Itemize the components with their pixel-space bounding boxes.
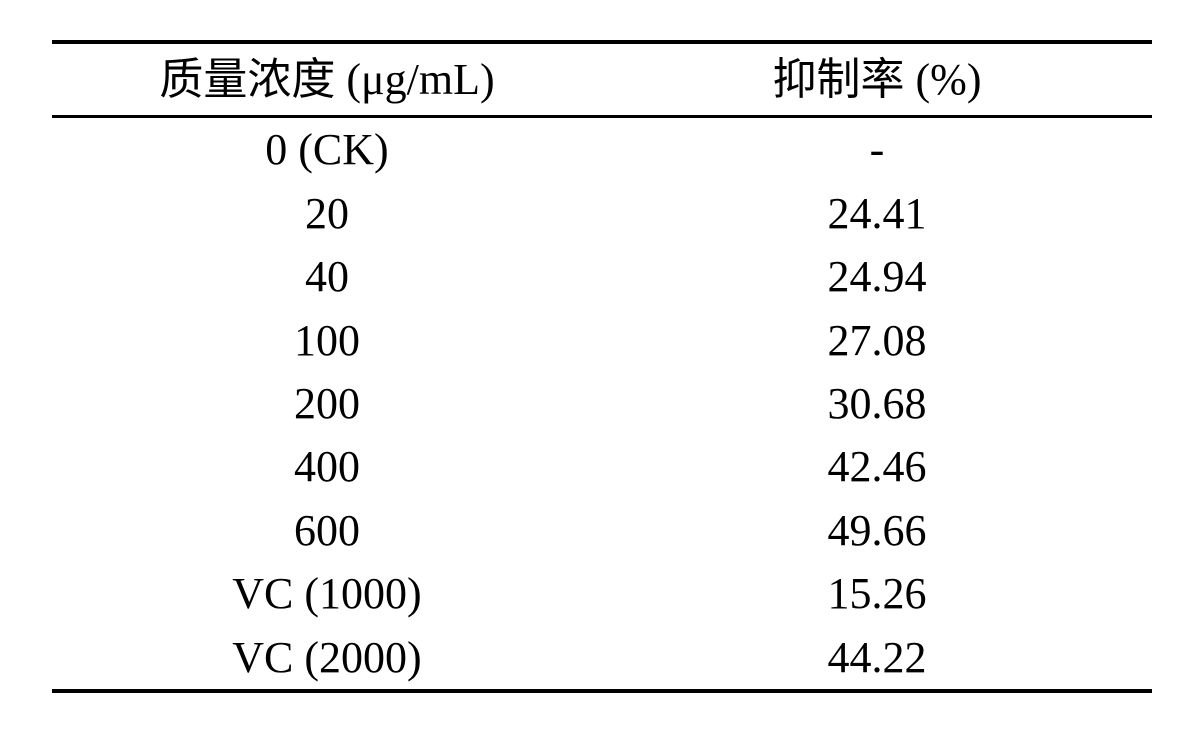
table-cell-concentration: VC (1000) bbox=[52, 562, 602, 625]
table-cell-concentration: 200 bbox=[52, 372, 602, 435]
table-cell-inhibition: 24.94 bbox=[602, 245, 1152, 308]
table-cell-concentration: 400 bbox=[52, 435, 602, 498]
table-cell-concentration: VC (2000) bbox=[52, 626, 602, 691]
table-row: 40 24.94 bbox=[52, 245, 1152, 308]
table-cell-concentration: 40 bbox=[52, 245, 602, 308]
table-row: 200 30.68 bbox=[52, 372, 1152, 435]
table-row: 0 (CK) - bbox=[52, 117, 1152, 182]
table-cell-inhibition: - bbox=[602, 117, 1152, 182]
table-row: 400 42.46 bbox=[52, 435, 1152, 498]
table-cell-concentration: 600 bbox=[52, 499, 602, 562]
data-table-wrapper: 质量浓度 (μg/mL) 抑制率 (%) 0 (CK) - 20 24.41 4… bbox=[52, 40, 1152, 693]
table-row: 100 27.08 bbox=[52, 309, 1152, 372]
table-cell-inhibition: 30.68 bbox=[602, 372, 1152, 435]
table-cell-concentration: 0 (CK) bbox=[52, 117, 602, 182]
table-cell-inhibition: 27.08 bbox=[602, 309, 1152, 372]
data-table: 质量浓度 (μg/mL) 抑制率 (%) 0 (CK) - 20 24.41 4… bbox=[52, 40, 1152, 693]
table-row: VC (1000) 15.26 bbox=[52, 562, 1152, 625]
table-header-inhibition: 抑制率 (%) bbox=[602, 42, 1152, 117]
table-cell-concentration: 100 bbox=[52, 309, 602, 372]
table-cell-concentration: 20 bbox=[52, 182, 602, 245]
table-cell-inhibition: 49.66 bbox=[602, 499, 1152, 562]
table-row: 600 49.66 bbox=[52, 499, 1152, 562]
table-cell-inhibition: 42.46 bbox=[602, 435, 1152, 498]
table-header-row: 质量浓度 (μg/mL) 抑制率 (%) bbox=[52, 42, 1152, 117]
table-cell-inhibition: 24.41 bbox=[602, 182, 1152, 245]
table-row: VC (2000) 44.22 bbox=[52, 626, 1152, 691]
table-cell-inhibition: 15.26 bbox=[602, 562, 1152, 625]
table-row: 20 24.41 bbox=[52, 182, 1152, 245]
table-header-concentration: 质量浓度 (μg/mL) bbox=[52, 42, 602, 117]
table-cell-inhibition: 44.22 bbox=[602, 626, 1152, 691]
